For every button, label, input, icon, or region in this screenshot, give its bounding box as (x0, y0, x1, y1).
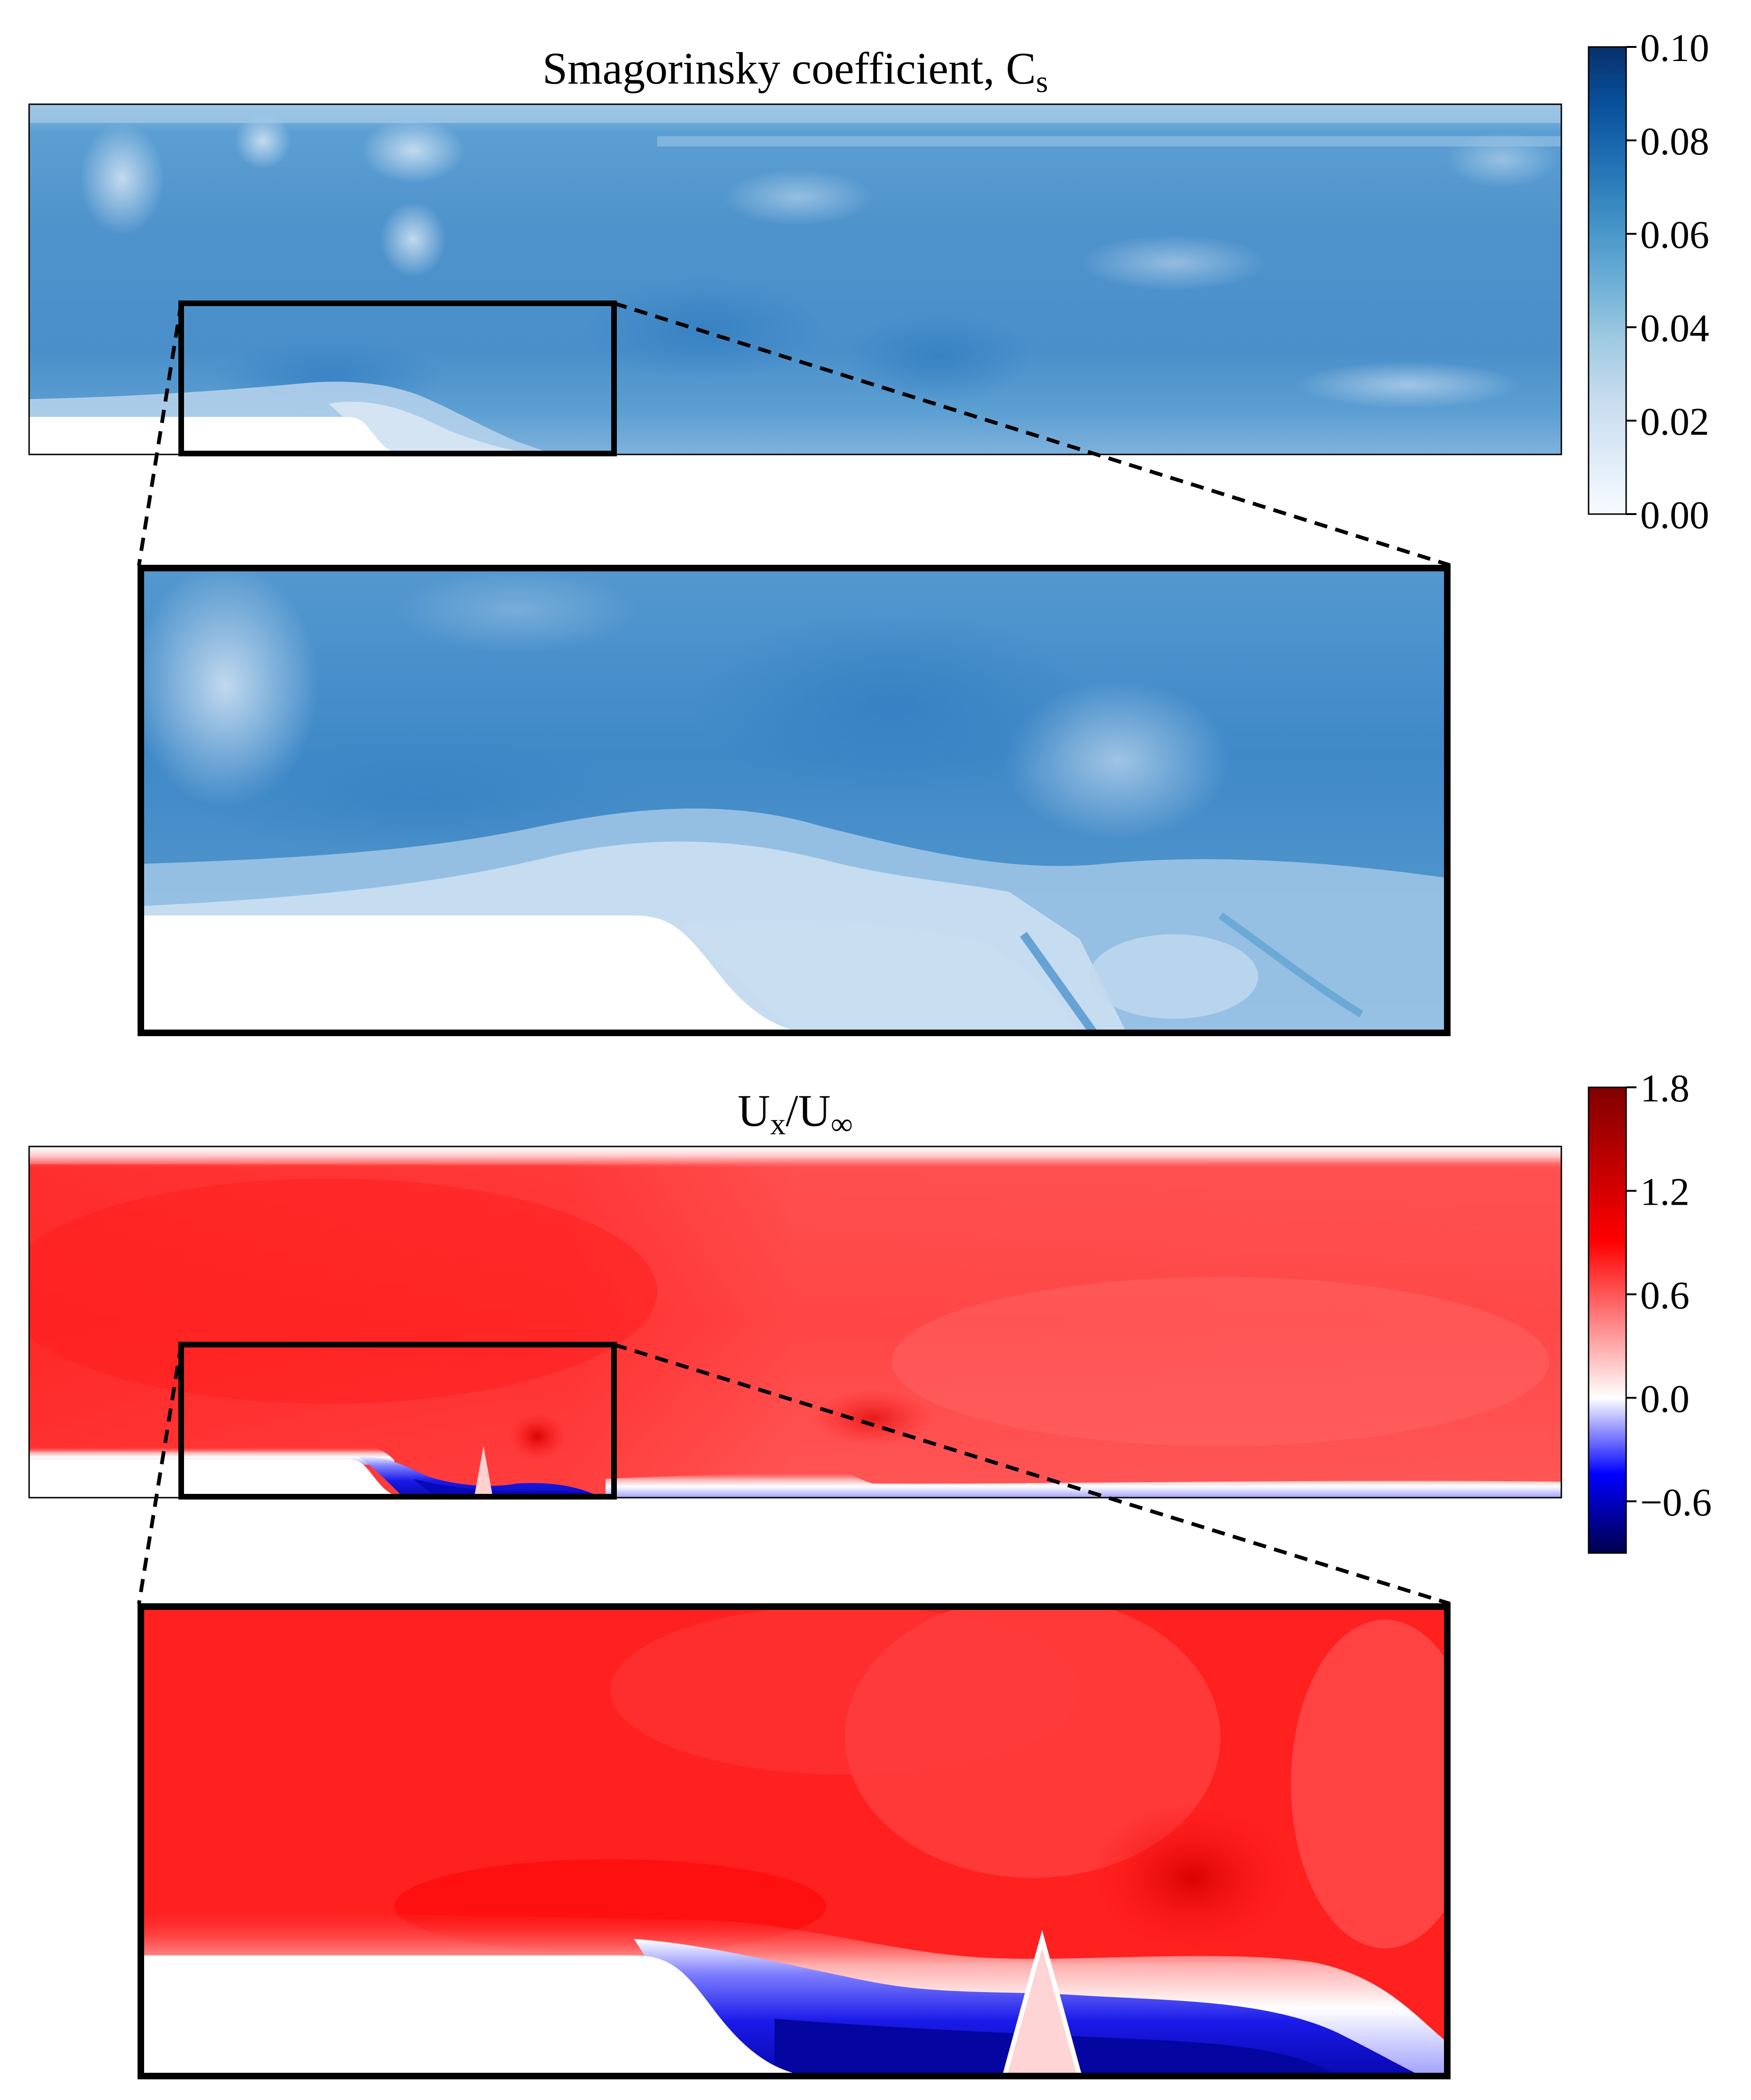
cs-colorbar: 0.00 0.02 0.04 0.06 0.08 0.10 (1588, 26, 1709, 537)
cs-light-patch (235, 113, 291, 169)
ux-colorbar-tick-label: −0.6 (1640, 1481, 1712, 1524)
ux-weak-patch (892, 1277, 1549, 1446)
ux-main-frame (28, 1146, 1562, 1499)
ux-colorbar: −0.6 0.0 0.6 1.2 1.8 (1588, 1067, 1712, 1554)
cs-zoom-light-patch (1089, 934, 1258, 1019)
cs-dark-patch (845, 310, 1033, 404)
cs-light-patch (80, 122, 164, 235)
ux-zoom-light-patch (610, 1607, 1080, 1775)
ux-colorbar-gradient (1588, 1086, 1627, 1554)
cs-colorbar-tick-label: 0.10 (1640, 26, 1709, 70)
cs-zoom-connector-right (613, 301, 1451, 567)
ux-downstream-boundary (606, 1469, 1561, 1498)
ux-colorbar-tick-label: 1.8 (1640, 1067, 1690, 1110)
ux-title-mid: /U (786, 1085, 831, 1136)
cs-dark-patch (582, 277, 826, 380)
ux-colorbar-tick-label: 0.6 (1640, 1274, 1690, 1317)
ux-reverse-flow (357, 1455, 601, 1498)
cs-zoom-light-patch (394, 568, 638, 653)
ux-peak (812, 1390, 934, 1446)
ux-zoom-plot (141, 1607, 1447, 2076)
cs-zoom-step-geometry (141, 915, 807, 1033)
cs-shear-layer-lower (329, 401, 535, 454)
cs-light-patch (1080, 235, 1267, 291)
ux-main-plot (29, 1146, 1561, 1498)
ux-zoom-separation-spike (1005, 1939, 1080, 2076)
cs-light-patch (380, 202, 446, 277)
cs-upper-band (657, 136, 1561, 146)
cs-colorbar-gradient (1588, 46, 1627, 515)
cs-step-geometry (29, 417, 399, 454)
cs-colorbar-tick-label: 0.06 (1640, 213, 1709, 257)
cs-title: Smagorinsky coefficient, Cs (542, 43, 1048, 99)
cs-zoom-frame (138, 565, 1451, 1036)
cs-zoom-dark-streak (1020, 931, 1098, 1033)
ux-zoom-peak (1089, 1803, 1296, 1953)
ux-colorbar-tick-label: 1.2 (1640, 1170, 1690, 1214)
cs-colorbar-tick-label: 0.04 (1640, 307, 1709, 350)
cs-main-plot (29, 104, 1561, 454)
ux-title: Ux/U∞ (737, 1085, 852, 1141)
cs-zoom-dark-streak (1218, 912, 1364, 1017)
ux-peak (509, 1413, 566, 1460)
ux-strong-patch (29, 1178, 657, 1404)
ux-colorbar-ticks: −0.6 0.0 0.6 1.2 1.8 (1626, 1067, 1712, 1524)
ux-title-subscript: x (770, 1107, 786, 1141)
cs-zoom-region-box (178, 300, 617, 456)
cs-zoom-dark-patch (695, 610, 1089, 798)
ux-zoom-separation-spike-edge (1002, 1930, 1082, 2076)
cs-colorbar-tick-label: 0.08 (1640, 120, 1709, 163)
ux-zoom-region-box (178, 1342, 617, 1500)
ux-title-subscript-2: ∞ (831, 1107, 853, 1141)
ux-colorbar-tick-label: 0.0 (1640, 1377, 1690, 1421)
ux-zoom-frame (138, 1603, 1451, 2079)
cs-zoom-connector-left (137, 303, 183, 566)
ux-zoom-connector-right (613, 1343, 1451, 1606)
cs-colorbar-tick-label: 0.00 (1640, 493, 1709, 537)
ux-separation-spike (474, 1446, 493, 1498)
ux-zoom-step-geometry (141, 1955, 807, 2076)
ux-step-geometry (29, 1459, 399, 1498)
cs-upper-band (29, 104, 1561, 123)
ux-reverse-flow-core (413, 1479, 606, 1498)
cs-zoom-plot (141, 568, 1447, 1033)
cs-zoom-recirc-patch (681, 920, 1080, 1033)
cs-zoom-light-patch (141, 568, 319, 808)
cs-light-patch (723, 169, 873, 225)
cs-title-subscript: s (1036, 65, 1048, 99)
cs-main-frame (28, 103, 1562, 455)
cs-light-patch (1296, 362, 1521, 408)
cs-colorbar-ticks: 0.00 0.02 0.04 0.06 0.08 0.10 (1626, 26, 1709, 537)
cs-colorbar-tick-label: 0.02 (1640, 400, 1709, 444)
ux-zoom-light-patch (1291, 1620, 1447, 1948)
ux-zoom-connector-left (137, 1344, 183, 1604)
ux-field-overlay (29, 1164, 1561, 1498)
cs-light-patch (361, 117, 465, 183)
